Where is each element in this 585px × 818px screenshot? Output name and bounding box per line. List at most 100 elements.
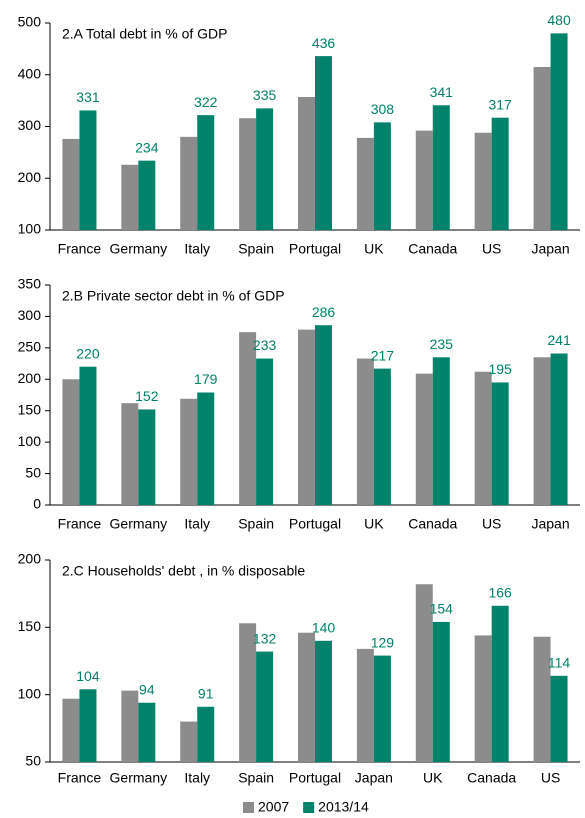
value-label: 286 bbox=[312, 304, 336, 320]
bar bbox=[197, 392, 215, 505]
bar bbox=[79, 110, 97, 230]
value-label: 331 bbox=[76, 89, 100, 105]
y-tick-label: 50 bbox=[25, 753, 41, 769]
value-label: 91 bbox=[198, 685, 214, 701]
bar bbox=[356, 137, 374, 230]
x-tick-label: Japan bbox=[531, 516, 569, 532]
x-tick-label: Canada bbox=[408, 241, 457, 257]
x-tick-label: UK bbox=[423, 770, 443, 786]
bar bbox=[491, 605, 509, 762]
bar bbox=[79, 366, 97, 505]
x-tick-label: Portugal bbox=[289, 241, 341, 257]
y-tick-label: 100 bbox=[18, 685, 42, 701]
bar bbox=[256, 108, 274, 230]
x-tick-label: US bbox=[541, 770, 560, 786]
bar bbox=[533, 636, 551, 762]
bar bbox=[180, 398, 198, 505]
y-tick-label: 100 bbox=[18, 221, 42, 237]
legend-label: 2007 bbox=[258, 799, 289, 815]
bar bbox=[474, 132, 492, 230]
bar bbox=[298, 97, 315, 230]
value-label: 436 bbox=[312, 35, 336, 51]
bar bbox=[121, 690, 139, 762]
value-label: 317 bbox=[488, 96, 512, 112]
bar bbox=[373, 368, 391, 505]
y-tick-label: 150 bbox=[18, 401, 42, 417]
bar bbox=[121, 403, 139, 505]
y-tick-label: 300 bbox=[18, 117, 42, 133]
x-tick-label: US bbox=[482, 516, 501, 532]
bar bbox=[373, 122, 391, 230]
value-label: 129 bbox=[371, 634, 395, 650]
bar bbox=[197, 115, 215, 230]
value-label: 235 bbox=[430, 336, 454, 352]
value-label: 241 bbox=[547, 332, 571, 348]
bar bbox=[256, 651, 274, 762]
bar bbox=[256, 358, 274, 505]
legend-swatch bbox=[243, 802, 254, 813]
bar bbox=[138, 702, 156, 762]
x-tick-label: Portugal bbox=[289, 770, 341, 786]
value-label: 308 bbox=[371, 101, 395, 117]
y-tick-label: 50 bbox=[25, 464, 41, 480]
x-tick-label: France bbox=[58, 770, 102, 786]
x-tick-label: Italy bbox=[184, 770, 210, 786]
y-tick-label: 500 bbox=[18, 14, 42, 30]
value-label: 179 bbox=[194, 371, 218, 387]
value-label: 94 bbox=[139, 681, 155, 697]
y-tick-label: 250 bbox=[18, 339, 42, 355]
bar bbox=[432, 357, 450, 505]
y-tick-label: 100 bbox=[18, 433, 42, 449]
value-label: 234 bbox=[135, 139, 159, 155]
value-label: 114 bbox=[548, 655, 571, 671]
value-label: 233 bbox=[253, 337, 277, 353]
bar bbox=[550, 33, 568, 230]
bar bbox=[315, 640, 332, 762]
bar bbox=[432, 621, 450, 762]
bar bbox=[550, 675, 568, 762]
value-label: 335 bbox=[253, 87, 277, 103]
bar bbox=[415, 584, 433, 762]
x-tick-label: Germany bbox=[110, 241, 168, 257]
x-tick-label: France bbox=[58, 241, 102, 257]
value-label: 220 bbox=[76, 345, 100, 361]
x-tick-label: Portugal bbox=[289, 516, 341, 532]
bar bbox=[79, 689, 97, 762]
value-label: 217 bbox=[371, 347, 395, 363]
bar bbox=[432, 105, 450, 230]
bar bbox=[533, 66, 551, 230]
value-label: 341 bbox=[430, 84, 454, 100]
bar bbox=[550, 353, 568, 505]
value-label: 154 bbox=[430, 601, 454, 617]
x-tick-label: France bbox=[58, 516, 102, 532]
bar bbox=[298, 329, 315, 505]
bar bbox=[491, 117, 509, 230]
legend-label: 2013/14 bbox=[318, 799, 369, 815]
bar bbox=[474, 635, 492, 762]
bar bbox=[491, 382, 509, 505]
y-tick-label: 200 bbox=[18, 370, 42, 386]
bar bbox=[315, 325, 332, 505]
y-tick-label: 0 bbox=[33, 496, 41, 512]
x-tick-label: Italy bbox=[184, 516, 210, 532]
bar bbox=[180, 136, 198, 230]
x-tick-label: Japan bbox=[531, 241, 569, 257]
bar bbox=[298, 632, 315, 762]
value-label: 322 bbox=[194, 94, 218, 110]
legend-swatch bbox=[303, 802, 315, 813]
chart-title: 2.B Private sector debt in % of GDP bbox=[62, 288, 285, 304]
y-tick-label: 200 bbox=[18, 169, 42, 185]
bar bbox=[356, 358, 374, 505]
bar bbox=[315, 56, 332, 231]
value-label: 152 bbox=[135, 388, 159, 404]
x-tick-label: Spain bbox=[238, 516, 274, 532]
bar bbox=[197, 706, 215, 762]
x-tick-label: Italy bbox=[184, 241, 210, 257]
value-label: 480 bbox=[547, 12, 571, 28]
value-label: 104 bbox=[76, 668, 100, 684]
bar bbox=[474, 371, 492, 505]
y-tick-label: 150 bbox=[18, 618, 42, 634]
bar bbox=[62, 138, 80, 230]
bar bbox=[415, 130, 433, 230]
